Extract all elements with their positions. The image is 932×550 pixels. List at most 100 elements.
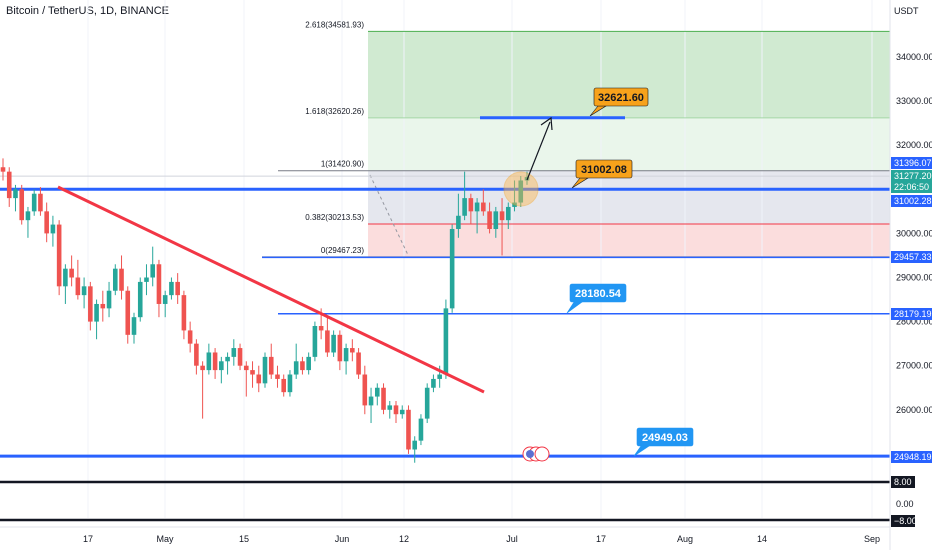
fib-zone-gray bbox=[368, 170, 890, 224]
callout-box bbox=[575, 159, 633, 179]
candle-body bbox=[187, 330, 193, 344]
candle-body bbox=[499, 211, 505, 221]
candle-body bbox=[88, 286, 93, 322]
x-tick-label: Jul bbox=[506, 534, 518, 544]
event-icon bbox=[534, 446, 550, 462]
candle-body bbox=[387, 405, 393, 410]
y-tick-label: 32000.00 bbox=[896, 140, 932, 150]
x-tick-label: 14 bbox=[757, 534, 767, 544]
candle-body bbox=[0, 167, 6, 172]
candle-body bbox=[144, 277, 149, 282]
candle-body bbox=[381, 387, 386, 410]
candle-body bbox=[262, 356, 268, 384]
price-tag-box bbox=[891, 251, 932, 263]
callout-box bbox=[636, 427, 694, 447]
fib-level-label: 1.618(32620.26) bbox=[305, 107, 364, 116]
candle-body bbox=[162, 295, 168, 304]
projection-arrowhead bbox=[540, 116, 553, 131]
candle-body bbox=[94, 303, 99, 322]
indicator-tag-label: 8.00 bbox=[894, 477, 912, 487]
downtrend-line bbox=[57, 185, 485, 394]
candle-body bbox=[474, 202, 480, 212]
candle-body bbox=[350, 348, 355, 353]
candle-body bbox=[462, 198, 467, 216]
candle-body bbox=[399, 409, 405, 415]
candle-body bbox=[81, 286, 87, 296]
candle-body bbox=[38, 193, 43, 212]
candle-body bbox=[250, 370, 255, 375]
callout-label: 31002.08 bbox=[581, 164, 627, 176]
price-tag-label: 31396.07 bbox=[894, 158, 932, 168]
price-tag-box bbox=[891, 157, 932, 169]
candle-body bbox=[393, 405, 399, 415]
currency-label: USDT bbox=[894, 6, 919, 16]
candle-body bbox=[31, 193, 37, 212]
candle-body bbox=[231, 348, 237, 357]
candle-body bbox=[468, 198, 474, 212]
callout-pointer bbox=[566, 301, 583, 314]
y-tick-label: 28000.00 bbox=[896, 317, 932, 327]
indicator-tag-box bbox=[891, 476, 915, 488]
candle-body bbox=[287, 374, 293, 393]
flag-icon bbox=[526, 450, 534, 458]
price-tag-box bbox=[891, 195, 932, 207]
candle-body bbox=[200, 365, 205, 371]
price-tag-box bbox=[891, 451, 932, 463]
candle-body bbox=[75, 277, 81, 296]
candle-body bbox=[150, 264, 156, 278]
candle-body bbox=[431, 378, 436, 388]
y-tick-label: 26000.00 bbox=[896, 405, 932, 415]
candle-body bbox=[106, 290, 112, 309]
x-tick-label: Jun bbox=[335, 534, 350, 544]
price-tag-label: 28179.19 bbox=[894, 309, 932, 319]
indicator-tag-box bbox=[891, 515, 915, 527]
candle-body bbox=[356, 352, 361, 375]
candle-body bbox=[300, 361, 305, 371]
candle-body bbox=[243, 365, 249, 371]
y-tick-label: 34000.00 bbox=[896, 52, 932, 62]
y-tick-label: 29000.00 bbox=[896, 273, 932, 283]
candle-body bbox=[112, 268, 118, 291]
candle-body bbox=[412, 440, 418, 450]
candle-body bbox=[281, 378, 287, 393]
candle-body bbox=[481, 202, 486, 212]
candle-body bbox=[69, 268, 74, 278]
callout-label: 24949.03 bbox=[642, 432, 688, 444]
candle-body bbox=[237, 348, 243, 366]
candle-body bbox=[512, 202, 517, 207]
candle-body bbox=[456, 215, 461, 229]
price-tag-label: 29457.33 bbox=[894, 252, 932, 262]
candle-body bbox=[225, 356, 230, 362]
candle-body bbox=[6, 171, 12, 199]
callout-label: 28180.54 bbox=[575, 288, 622, 300]
candle-body bbox=[50, 224, 56, 234]
candle-body bbox=[63, 268, 68, 287]
candle-body bbox=[337, 334, 343, 362]
price-tag-label: 31277.20 bbox=[894, 171, 932, 181]
projection-arrow bbox=[526, 121, 551, 181]
candle-body bbox=[368, 396, 374, 406]
y-tick-label: 27000.00 bbox=[896, 361, 932, 371]
price-tag-label: 24948.19 bbox=[894, 452, 932, 462]
price-tag-label: 31002.28 bbox=[894, 196, 932, 206]
candle-body bbox=[331, 334, 336, 353]
candle-body bbox=[424, 387, 430, 419]
candle-body bbox=[169, 281, 174, 296]
candle-body bbox=[175, 281, 180, 296]
fib-level-label: 0.382(30213.53) bbox=[305, 213, 364, 222]
candle-body bbox=[100, 303, 106, 309]
callout-box bbox=[593, 87, 649, 107]
candle-body bbox=[206, 352, 212, 371]
candle-body bbox=[131, 317, 137, 335]
price-tag-box bbox=[891, 170, 932, 182]
candle-body bbox=[325, 330, 330, 353]
indicator-tag-label: −8.00 bbox=[894, 516, 917, 526]
x-tick-label: 17 bbox=[83, 534, 93, 544]
y-tick-label: 30000.00 bbox=[896, 228, 932, 238]
fib-zone-red bbox=[368, 223, 890, 257]
candle-body bbox=[44, 211, 49, 234]
candle-body bbox=[25, 211, 31, 221]
x-tick-label: 12 bbox=[399, 534, 409, 544]
price-tag-box bbox=[891, 308, 932, 320]
